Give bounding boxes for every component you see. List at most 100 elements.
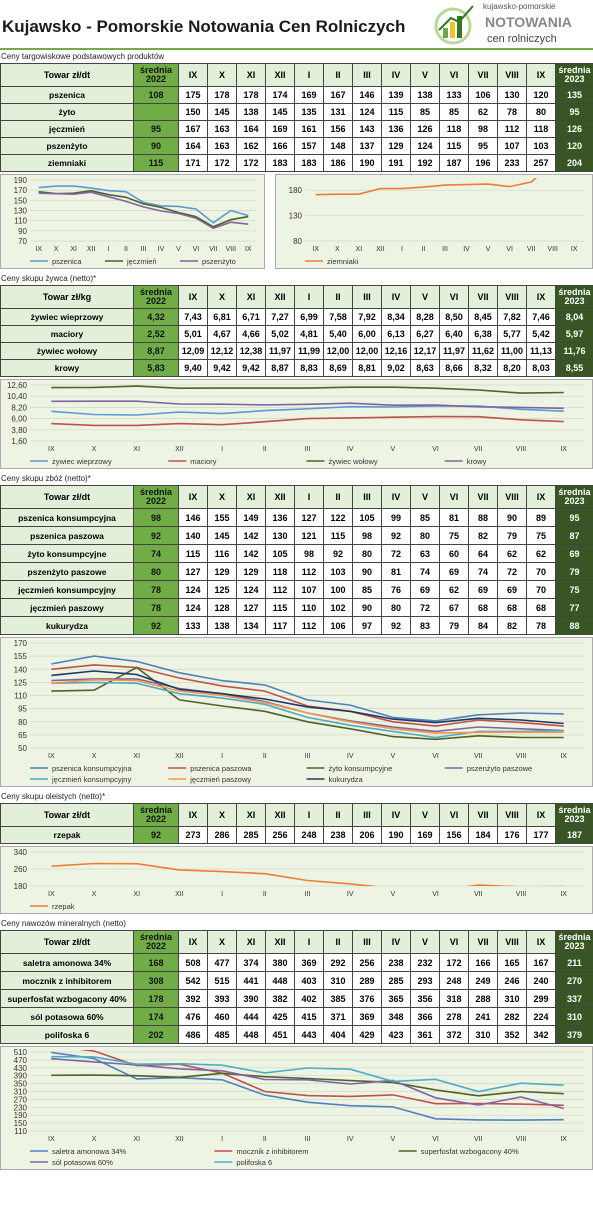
table-cell: 8,81 xyxy=(352,359,382,377)
table-cell: 286 xyxy=(207,826,237,844)
table-cell: 515 xyxy=(207,971,237,990)
table-cell: 178 xyxy=(133,989,179,1008)
y-tick-label: 1,60 xyxy=(11,437,27,446)
table-cell: 64 xyxy=(468,544,498,563)
table-cell: 257 xyxy=(526,154,556,172)
row-label: pszenica paszowa xyxy=(0,526,134,545)
table-cell: 105 xyxy=(265,544,295,563)
table-row: ziemniaki 115 171 172 172 183 183 186 190 191 192 1… xyxy=(0,154,593,172)
table-cell: 155 xyxy=(207,508,237,527)
legend-label: saletra amonowa 34% xyxy=(52,1147,127,1156)
table-cell: 8,83 xyxy=(294,359,324,377)
series-line xyxy=(38,185,249,224)
table-cell: 238 xyxy=(323,826,353,844)
table-cell: 248 xyxy=(294,826,324,844)
legend-label: kukurydza xyxy=(329,775,364,784)
y-tick-label: 190 xyxy=(14,176,28,185)
column-header: IX xyxy=(178,803,208,827)
table-cell: 77 xyxy=(555,598,593,617)
section-heading: Ceny skupu żywca (netto)* xyxy=(1,274,97,283)
y-tick-label: 430 xyxy=(14,1064,28,1073)
column-header: VIII xyxy=(497,803,527,827)
table-cell: 8,69 xyxy=(323,359,353,377)
table-cell: 376 xyxy=(352,989,382,1008)
series-line xyxy=(315,178,537,196)
table-cell: 7,27 xyxy=(265,308,295,326)
table-cell: 127 xyxy=(178,562,208,581)
table-cell: 187 xyxy=(439,154,469,172)
table-cell: 150 xyxy=(178,103,208,121)
column-header: IX xyxy=(178,63,208,87)
x-tick-label: VI xyxy=(193,246,200,253)
table-cell: 342 xyxy=(526,1025,556,1044)
legend-label: pszenica konsumpcyjna xyxy=(52,764,132,773)
column-header: XI xyxy=(236,485,266,509)
table-cell: 118 xyxy=(439,120,469,138)
table-cell: 256 xyxy=(265,826,295,844)
row-label: polifoska 6 xyxy=(0,1025,134,1044)
table-cell: 105 xyxy=(352,508,382,527)
x-tick-label: IV xyxy=(347,753,354,760)
column-header: XII xyxy=(265,803,295,827)
series-line xyxy=(51,400,564,410)
table-cell: 79 xyxy=(497,526,527,545)
x-tick-label: VI xyxy=(432,891,439,898)
column-header: VIII xyxy=(497,285,527,309)
column-header: Towar zł/kg xyxy=(0,285,134,309)
table-cell: 62 xyxy=(468,103,498,121)
table-cell: 78 xyxy=(526,616,556,635)
table-cell: 88 xyxy=(555,616,593,635)
header-row: Towar zł/dt średnia 2022 IX X XI XII I II III IV V… xyxy=(0,485,593,509)
table-cell: 9,02 xyxy=(381,359,411,377)
table-cell: 7,58 xyxy=(323,308,353,326)
table-cell: 92 xyxy=(133,616,179,635)
charts: 180 260 340 IX X XI XII I II III IV V VI VII VIII IX rze… xyxy=(0,846,593,914)
x-tick-label: X xyxy=(54,246,59,253)
table-cell: 8,20 xyxy=(497,359,527,377)
y-tick-label: 180 xyxy=(14,882,28,891)
column-header: średnia 2023 xyxy=(555,485,593,509)
table-cell: 6,27 xyxy=(410,325,440,343)
table-cell: 139 xyxy=(381,86,411,104)
column-header: II xyxy=(323,485,353,509)
table-cell: 6,71 xyxy=(236,308,266,326)
x-tick-label: XII xyxy=(175,753,184,760)
table-row: superfosfat wzbogacony 40% 178 392 393 390 38… xyxy=(0,989,593,1008)
table-head: Towar zł/dt średnia 2022 IX X XI XII I II III IV V… xyxy=(0,63,593,87)
x-tick-label: XI xyxy=(70,246,77,253)
legend-label: polifoska 6 xyxy=(236,1158,272,1167)
series-line xyxy=(51,415,564,427)
column-header: VI xyxy=(439,285,469,309)
column-header: III xyxy=(352,285,382,309)
table-cell: 7,82 xyxy=(497,308,527,326)
table-cell: 121 xyxy=(294,526,324,545)
series-line xyxy=(51,681,564,739)
chart-background xyxy=(0,637,593,787)
table-cell: 172 xyxy=(207,154,237,172)
section-heading: Ceny skupu oleistych (netto)* xyxy=(1,792,106,801)
column-header: II xyxy=(323,285,353,309)
table-cell: 87 xyxy=(555,526,593,545)
table-cell: 79 xyxy=(555,562,593,581)
table-cell: 74 xyxy=(468,562,498,581)
table-cell: 69 xyxy=(497,580,527,599)
table-cell: 100 xyxy=(323,580,353,599)
table-cell: 95 xyxy=(555,508,593,527)
chart-background xyxy=(0,1046,593,1170)
row-label: pszenżyto paszowe xyxy=(0,562,134,581)
y-tick-label: 150 xyxy=(14,196,28,205)
series-line xyxy=(51,1055,564,1093)
table-cell: 8,87 xyxy=(133,342,179,360)
table-cell: 246 xyxy=(497,971,527,990)
row-label: pszenica konsumpcyjna xyxy=(0,508,134,527)
table-cell: 352 xyxy=(497,1025,527,1044)
column-header: I xyxy=(294,803,324,827)
table-cell: 8,45 xyxy=(468,308,498,326)
legend-label: superfosfat wzbogacony 40% xyxy=(421,1147,519,1156)
table-cell: 5,77 xyxy=(497,325,527,343)
column-header: IX xyxy=(526,803,556,827)
logo-arrow xyxy=(438,5,474,31)
column-header: średnia 2022 xyxy=(133,63,179,87)
